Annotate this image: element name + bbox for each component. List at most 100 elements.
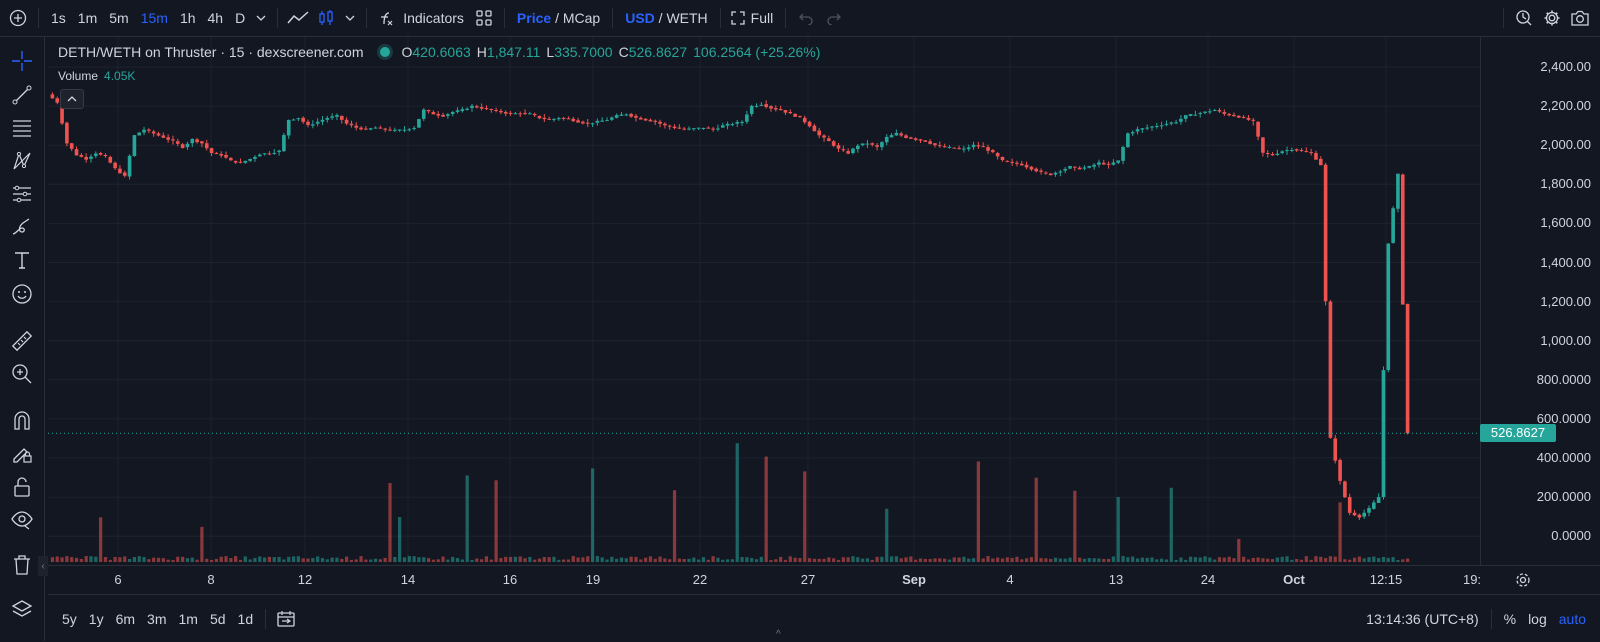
clock-display[interactable]: 13:14:36 (UTC+8) <box>1366 610 1479 627</box>
range-3m[interactable]: 3m <box>147 610 167 627</box>
go-to-date-icon[interactable] <box>272 601 300 637</box>
candle-body <box>209 148 214 154</box>
low-value: 335.7000 <box>554 44 613 60</box>
eye-icon[interactable] <box>8 505 36 533</box>
candle-body <box>836 145 841 149</box>
candle-body <box>1232 114 1236 117</box>
candle-body <box>735 122 740 124</box>
quick-search-icon[interactable] <box>1510 0 1538 36</box>
range-5y[interactable]: 5y <box>62 610 77 627</box>
chevron-down-icon[interactable] <box>251 0 271 36</box>
time-scale-settings-icon[interactable] <box>1514 571 1532 594</box>
lock-drawing-icon[interactable] <box>8 439 36 467</box>
brush-icon[interactable] <box>8 213 36 241</box>
timeframe-d[interactable]: D <box>235 10 246 26</box>
layers-icon[interactable] <box>8 595 36 623</box>
range-1d[interactable]: 1d <box>237 610 254 627</box>
weth-option[interactable]: WETH <box>666 10 708 26</box>
volume-bar <box>1034 477 1038 562</box>
range-1y[interactable]: 1y <box>88 610 104 627</box>
volume-bar <box>576 557 580 562</box>
price-chart[interactable] <box>48 37 1480 565</box>
candle-body <box>614 115 619 118</box>
range-5d[interactable]: 5d <box>209 610 226 627</box>
timeframe-1m[interactable]: 1m <box>77 10 98 26</box>
chart-legend: DETH/WETH on Thruster · 15 · dexscreener… <box>58 44 820 60</box>
timeframe-4h[interactable]: 4h <box>207 10 224 26</box>
chevron-down-icon[interactable] <box>340 0 360 36</box>
undo-icon[interactable] <box>792 0 820 36</box>
crosshair-icon[interactable] <box>8 47 36 75</box>
candle-body <box>311 124 315 126</box>
volume-bar <box>1208 557 1212 562</box>
candle-body <box>431 111 436 115</box>
unlock-icon[interactable] <box>8 473 36 501</box>
redo-icon[interactable] <box>820 0 848 36</box>
candle-body <box>851 148 855 154</box>
timeframe-5m[interactable]: 5m <box>109 10 129 26</box>
log-toggle[interactable]: log <box>1528 610 1547 627</box>
currency-toggle[interactable]: USD / WETH <box>619 0 713 36</box>
candle-body <box>79 154 84 157</box>
candle-body <box>532 113 537 116</box>
indicators-icon[interactable] <box>373 0 401 36</box>
mcap-option[interactable]: MCap <box>562 10 601 26</box>
trend-line-icon[interactable] <box>8 81 36 109</box>
candle-body <box>84 156 88 160</box>
volume-bar <box>605 559 609 562</box>
fib-retracement-icon[interactable] <box>8 114 36 142</box>
text-icon[interactable] <box>8 246 36 274</box>
volume-bar <box>50 557 55 562</box>
chevron-up-handle-icon[interactable]: ^ <box>776 629 781 640</box>
volume-bar <box>402 557 407 562</box>
ruler-icon[interactable] <box>8 327 36 355</box>
volume-bar <box>480 559 484 562</box>
price-mcap-toggle[interactable]: Price / MCap <box>511 0 606 36</box>
usd-option[interactable]: USD <box>625 10 655 26</box>
candle-body <box>875 145 879 147</box>
pattern-icon[interactable] <box>8 147 36 175</box>
price-scale-label: 200.0000 <box>1536 489 1591 505</box>
indicators-button[interactable]: Indicators <box>403 10 464 26</box>
line-chart-icon[interactable] <box>284 0 312 36</box>
candle-body <box>301 117 306 122</box>
collapse-toolbar-arrow-icon[interactable]: ‹ <box>38 556 48 576</box>
auto-toggle[interactable]: auto <box>1558 610 1586 627</box>
add-symbol-icon[interactable] <box>4 0 32 36</box>
magnet-icon[interactable] <box>8 406 36 434</box>
candle-body <box>1386 243 1391 371</box>
zoom-in-icon[interactable] <box>8 360 36 388</box>
close-label: C <box>618 44 629 60</box>
volume-bar <box>1352 557 1357 562</box>
trash-icon[interactable] <box>8 551 36 579</box>
price-scale[interactable]: 2,400.00 2,200.00 2,000.00 1,800.00 1,600.00… <box>1480 37 1600 565</box>
time-scale[interactable]: 6 8 12 14 16 19 22 27 Sep 4 13 24 Oct 12:15 19: <box>48 565 1600 594</box>
emoji-icon[interactable] <box>8 280 36 308</box>
candle-body <box>484 108 489 110</box>
volume-bar <box>94 556 98 562</box>
candle-body <box>880 142 884 148</box>
volume-bar <box>875 556 879 562</box>
range-1m[interactable]: 1m <box>178 610 198 627</box>
price-scale-label: 1,000.00 <box>1540 332 1591 348</box>
candle-body <box>528 113 532 115</box>
candle-body <box>1183 115 1188 119</box>
collapse-legend-button[interactable] <box>60 89 84 109</box>
timeframe-1s[interactable]: 1s <box>51 10 66 26</box>
settings-gear-icon[interactable] <box>1538 0 1566 36</box>
fullscreen-icon[interactable] <box>727 0 749 36</box>
percent-toggle[interactable]: % <box>1503 610 1517 627</box>
candle-body <box>1111 162 1116 165</box>
volume-bar <box>422 557 426 562</box>
range-6m[interactable]: 6m <box>115 610 136 627</box>
full-button[interactable]: Full <box>750 10 774 26</box>
volume-bar <box>851 556 855 562</box>
price-option[interactable]: Price <box>516 10 552 26</box>
templates-icon[interactable] <box>470 0 498 36</box>
timeframe-15m[interactable]: 15m <box>140 10 168 26</box>
candles-icon[interactable] <box>312 0 340 36</box>
volume-bar <box>1097 558 1101 562</box>
forecast-icon[interactable] <box>8 180 36 208</box>
camera-icon[interactable] <box>1566 0 1594 36</box>
timeframe-1h[interactable]: 1h <box>179 10 196 26</box>
